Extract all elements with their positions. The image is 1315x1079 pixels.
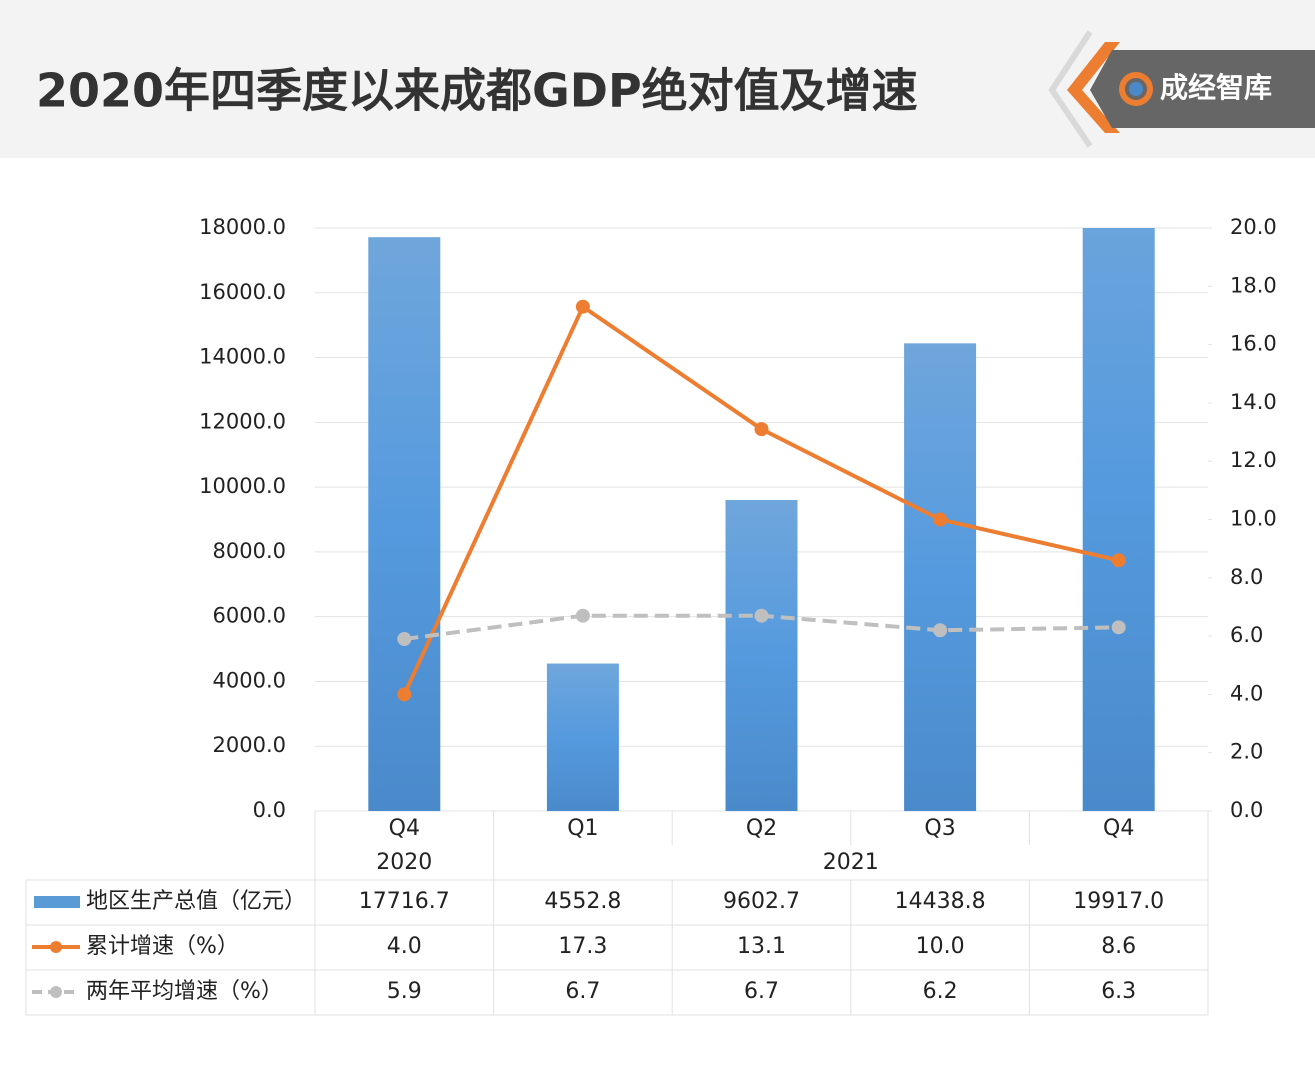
line-point: [933, 623, 948, 638]
table-value: 6.7: [744, 979, 779, 1004]
line-point: [575, 608, 590, 623]
table-value: 4.0: [387, 934, 422, 959]
y2-tick-label: 18.0: [1230, 273, 1277, 297]
plot: [368, 228, 1155, 811]
header-band: [0, 0, 1315, 158]
table-value: 14438.8: [895, 889, 986, 914]
y2-tick-label: 8.0: [1230, 565, 1263, 589]
bar: [368, 237, 441, 811]
table-value: 19917.0: [1073, 889, 1164, 914]
table-value: 6.7: [565, 979, 600, 1004]
x-group-label: 2020: [376, 850, 432, 875]
y2-tick-label: 6.0: [1230, 623, 1263, 647]
y-tick-label: 2000.0: [213, 733, 286, 757]
table-value: 5.9: [387, 979, 422, 1004]
brand-text: 成经智库: [1160, 71, 1272, 104]
table-value: 8.6: [1101, 934, 1136, 959]
line-point: [575, 299, 590, 314]
x-tick-label: Q3: [924, 816, 955, 841]
x-group-label: 2021: [823, 850, 879, 875]
y-tick-label: 14000.0: [199, 345, 286, 369]
x-tick-label: Q1: [567, 816, 598, 841]
legend-swatch: [34, 896, 80, 908]
brand-logo: 成经智库: [1048, 30, 1315, 148]
y-tick-label: 12000.0: [199, 409, 286, 433]
lines: [397, 299, 1126, 702]
x-tick-label: Q2: [746, 816, 777, 841]
y2-tick-label: 0.0: [1230, 798, 1263, 822]
y-tick-label: 0.0: [253, 798, 286, 822]
y2-tick-label: 20.0: [1230, 215, 1277, 239]
x-tick-label: Q4: [389, 816, 420, 841]
legend-label: 两年平均增速（%）: [86, 979, 283, 1004]
table-value: 10.0: [916, 934, 965, 959]
x-tick-label: Q4: [1103, 816, 1134, 841]
y2-tick-label: 4.0: [1230, 681, 1263, 705]
line-point: [1111, 553, 1126, 568]
y-tick-label: 18000.0: [199, 215, 286, 239]
legend-label: 地区生产总值（亿元）: [86, 889, 306, 914]
y-tick-label: 6000.0: [213, 604, 286, 628]
y2-tick-label: 16.0: [1230, 332, 1277, 356]
legend-label: 累计增速（%）: [86, 934, 239, 959]
legend-point: [50, 986, 62, 998]
table-value: 6.2: [923, 979, 958, 1004]
line-point: [397, 632, 412, 647]
table-value: 4552.8: [544, 889, 621, 914]
line-point: [754, 422, 769, 437]
line-point: [933, 512, 948, 527]
y-tick-label: 4000.0: [213, 668, 286, 692]
y2-tick-label: 14.0: [1230, 390, 1277, 414]
y-tick-label: 10000.0: [199, 474, 286, 498]
table-value: 6.3: [1101, 979, 1136, 1004]
table-value: 17.3: [558, 934, 607, 959]
y-tick-label: 16000.0: [199, 280, 286, 304]
bar: [546, 663, 619, 811]
table-value: 9602.7: [723, 889, 800, 914]
line-point: [754, 608, 769, 623]
table-value: 13.1: [737, 934, 786, 959]
line-point: [1111, 620, 1126, 635]
y-tick-label: 8000.0: [213, 539, 286, 563]
line-point: [397, 687, 412, 702]
y2-tick-label: 12.0: [1230, 448, 1277, 472]
chart-title: 2020年四季度以来成都GDP绝对值及增速: [36, 64, 918, 118]
y2-tick-label: 2.0: [1230, 740, 1263, 764]
y2-tick-label: 10.0: [1230, 507, 1277, 531]
legend-point: [50, 941, 62, 953]
bar: [904, 343, 977, 811]
bar: [725, 499, 798, 811]
table-value: 17716.7: [359, 889, 450, 914]
bar: [1082, 228, 1155, 811]
